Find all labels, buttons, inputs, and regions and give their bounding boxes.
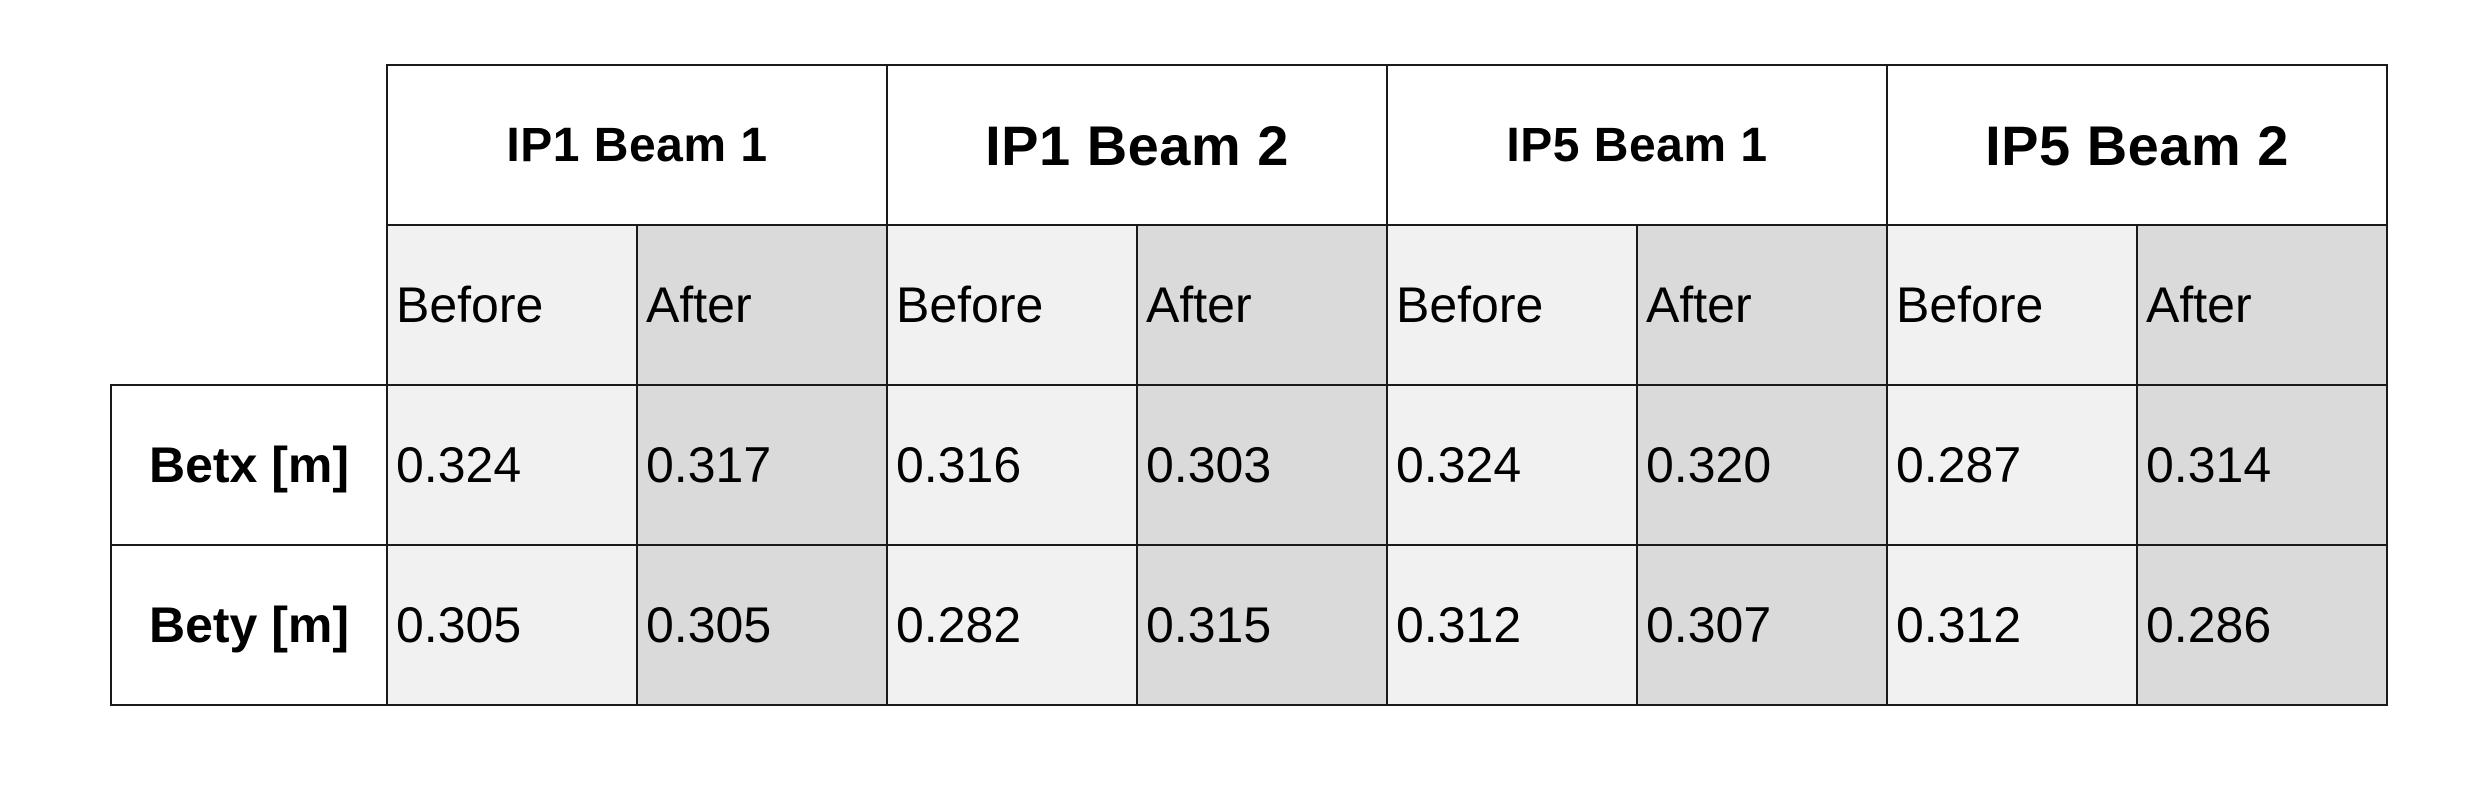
value-cell: 0.324 [386,384,638,546]
subheader-row: Before After Before After Before After B… [111,224,2388,386]
table-row: Bety [m] 0.305 0.305 0.282 0.315 0.312 0… [110,544,2388,706]
group-header-ip5-beam2: IP5 Beam 2 [1886,64,2388,226]
value-cell: 0.315 [1136,544,1388,706]
subheader-after: After [1136,224,1388,386]
value-cell: 0.324 [1386,384,1638,546]
empty-corner-cell [111,65,387,225]
value-cell: 0.303 [1136,384,1388,546]
group-header-row: IP1 Beam 1 IP1 Beam 2 IP5 Beam 1 IP5 Bea… [111,64,2388,226]
beta-function-table: IP1 Beam 1 IP1 Beam 2 IP5 Beam 1 IP5 Bea… [110,64,2388,706]
subheader-after: After [1636,224,1888,386]
value-cell: 0.305 [386,544,638,706]
row-header-bety: Bety [m] [110,544,388,706]
subheader-after: After [636,224,888,386]
value-cell: 0.320 [1636,384,1888,546]
subheader-after: After [2136,224,2388,386]
subheader-before: Before [1386,224,1638,386]
subheader-before: Before [1886,224,2138,386]
empty-corner-cell [111,225,387,385]
subheader-before: Before [386,224,638,386]
value-cell: 0.282 [886,544,1138,706]
value-cell: 0.314 [2136,384,2388,546]
value-cell: 0.305 [636,544,888,706]
table-row: Betx [m] 0.324 0.317 0.316 0.303 0.324 0… [110,384,2388,546]
value-cell: 0.312 [1386,544,1638,706]
subheader-before: Before [886,224,1138,386]
row-header-betx: Betx [m] [110,384,388,546]
group-header-ip1-beam2: IP1 Beam 2 [886,64,1388,226]
value-cell: 0.286 [2136,544,2388,706]
value-cell: 0.312 [1886,544,2138,706]
value-cell: 0.307 [1636,544,1888,706]
group-header-ip1-beam1: IP1 Beam 1 [386,64,888,226]
group-header-ip5-beam1: IP5 Beam 1 [1386,64,1888,226]
value-cell: 0.287 [1886,384,2138,546]
value-cell: 0.317 [636,384,888,546]
value-cell: 0.316 [886,384,1138,546]
